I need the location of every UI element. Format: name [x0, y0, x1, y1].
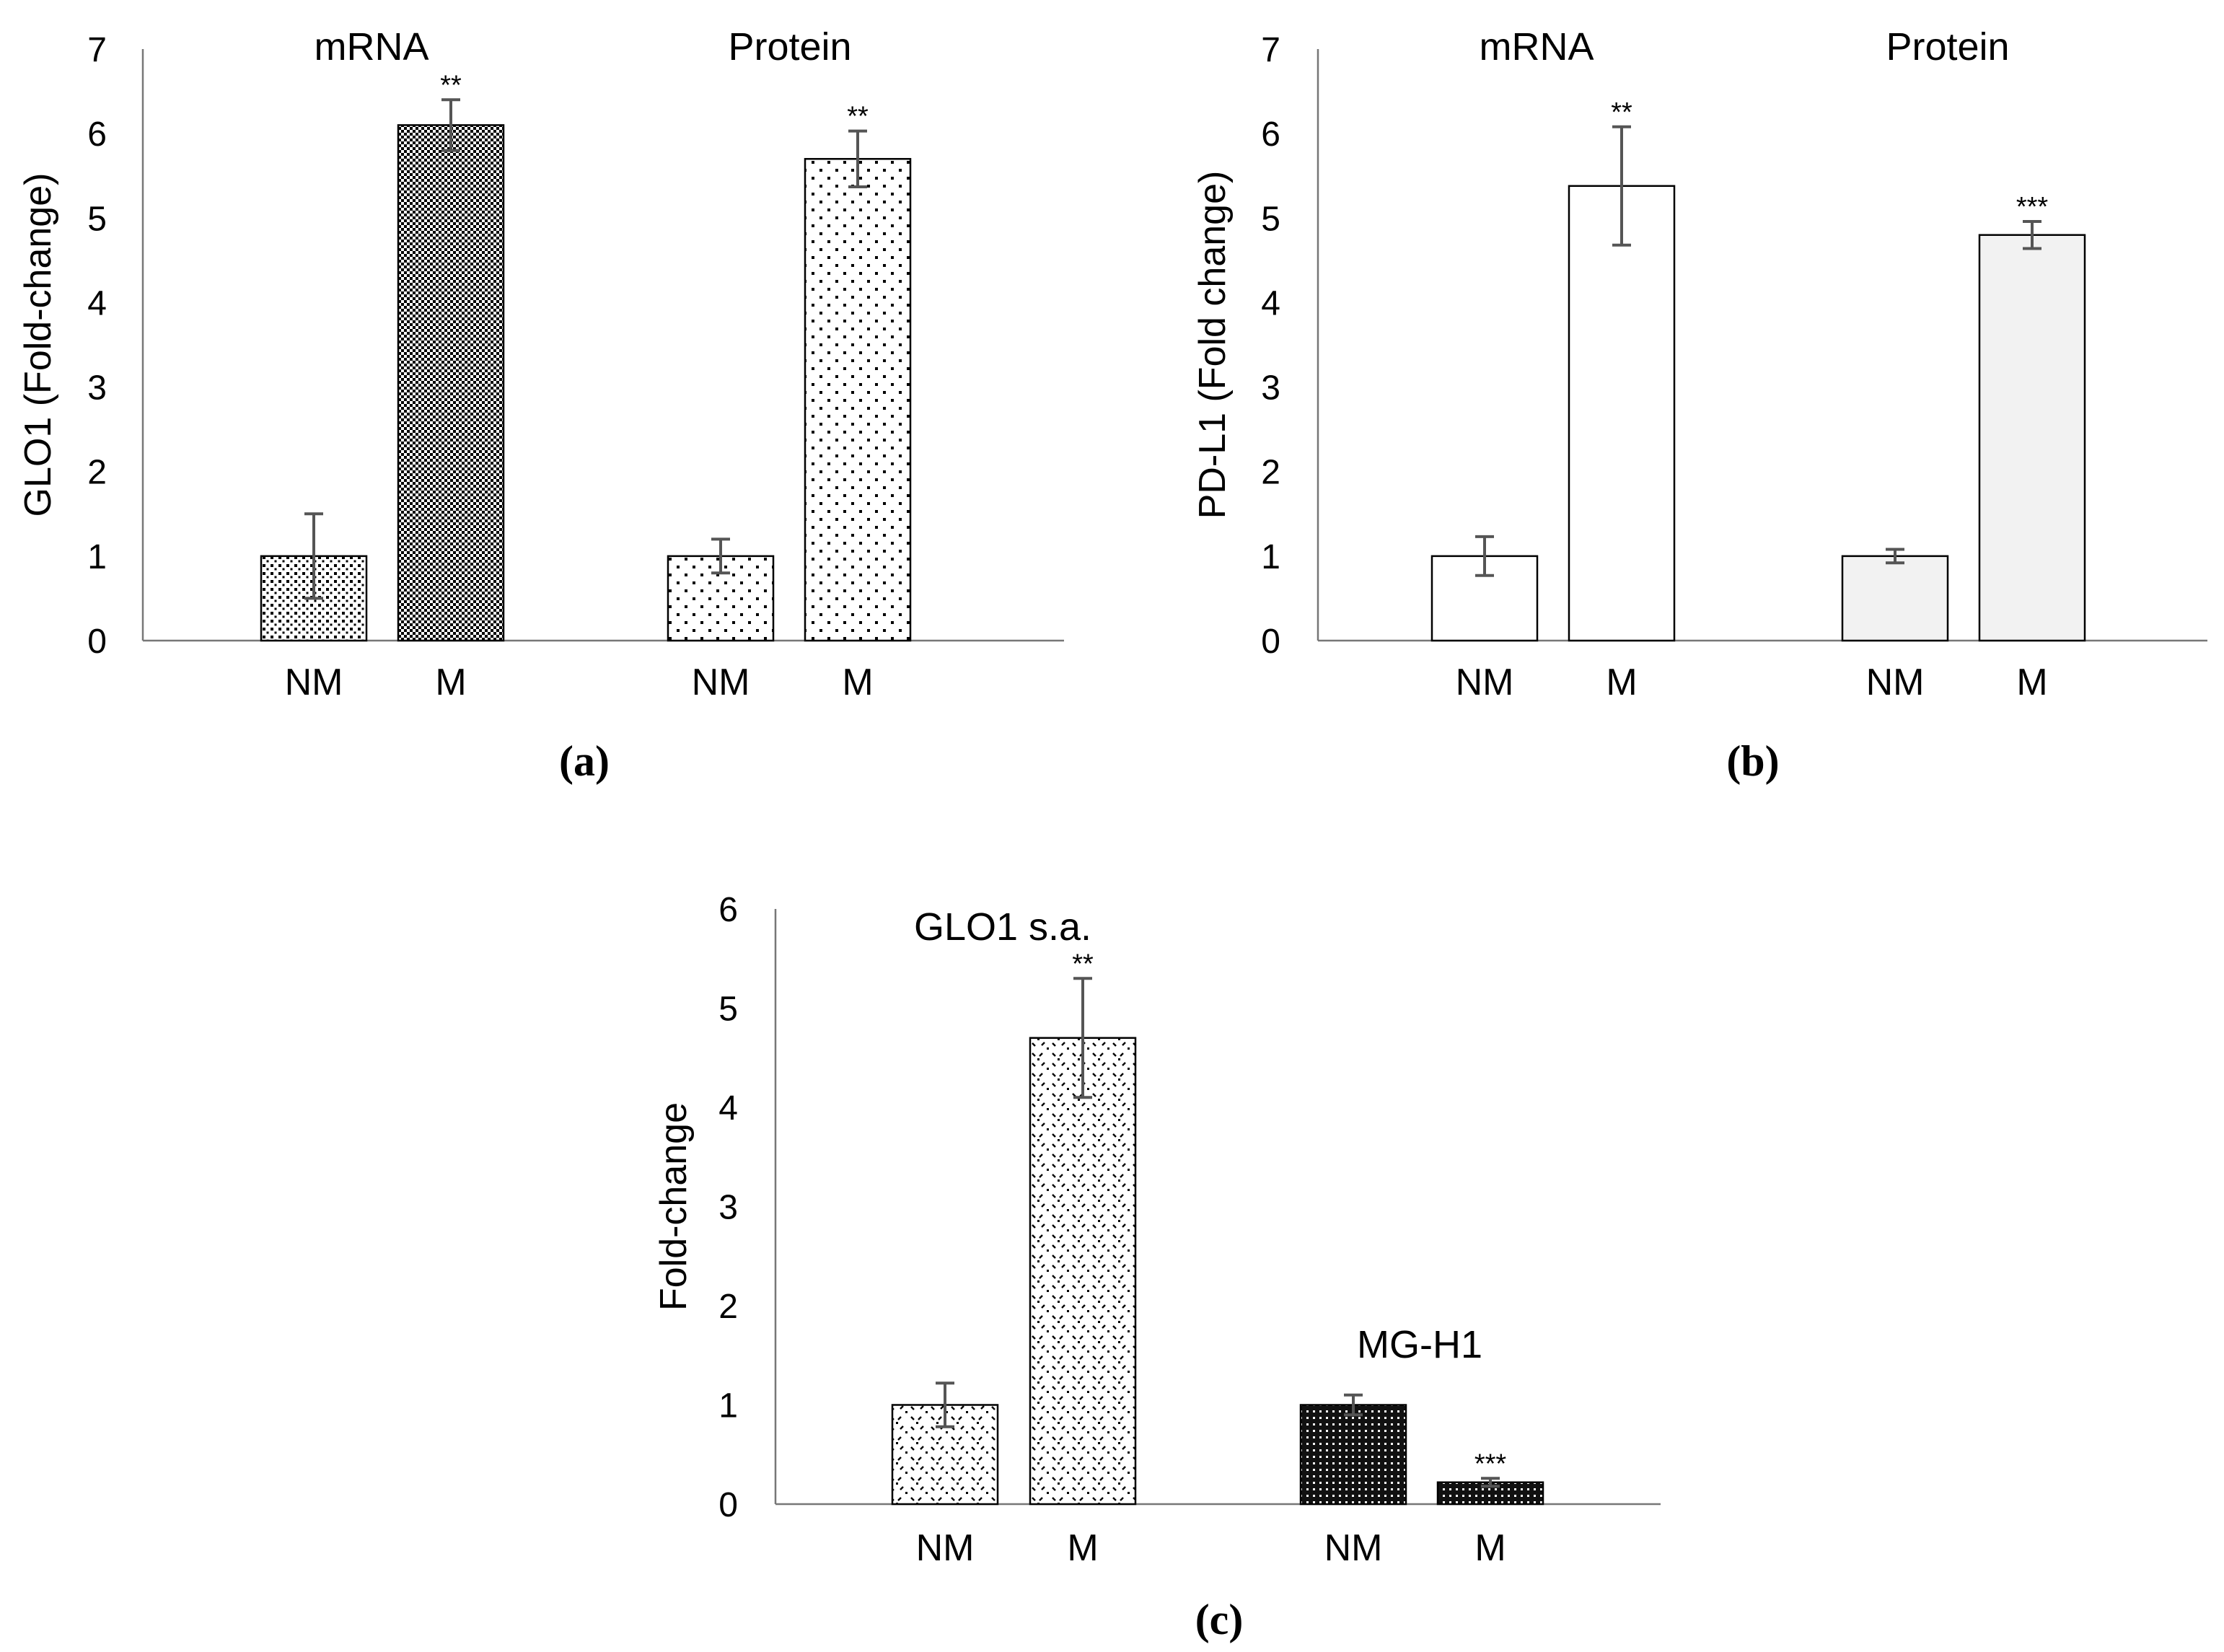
y-tick-label: 0	[1261, 623, 1280, 661]
y-tick-label: 1	[87, 538, 107, 576]
y-tick-label: 2	[87, 454, 107, 492]
y-tick-label: 5	[87, 200, 107, 238]
x-tick-label: M	[1606, 662, 1637, 703]
x-tick-label: NM	[1456, 662, 1514, 703]
significance-label: **	[1611, 97, 1632, 128]
x-tick-label: M	[842, 662, 873, 703]
y-axis-label: PD-L1 (Fold change)	[1192, 171, 1234, 519]
y-tick-label: 5	[718, 990, 738, 1029]
y-tick-label: 0	[718, 1486, 738, 1524]
y-tick-label: 0	[87, 623, 107, 661]
y-tick-label: 1	[1261, 538, 1280, 576]
y-tick-label: 6	[718, 891, 738, 929]
bar	[1568, 185, 1676, 642]
y-tick-label: 4	[87, 284, 107, 322]
x-tick-label: NM	[692, 662, 750, 703]
x-tick-label: M	[1474, 1527, 1506, 1569]
y-tick-label: 3	[718, 1189, 738, 1227]
y-tick-label: 6	[87, 115, 107, 154]
x-tick-label: M	[1067, 1527, 1098, 1569]
x-tick-label: M	[2016, 662, 2047, 703]
y-tick-label: 4	[718, 1089, 738, 1128]
group-label: MG-H1	[1357, 1323, 1482, 1366]
y-tick-label: 2	[718, 1288, 738, 1326]
y-tick-label: 2	[1261, 454, 1280, 492]
significance-label: **	[440, 70, 462, 100]
x-tick-label: NM	[1324, 1527, 1383, 1569]
bar	[804, 158, 912, 642]
y-tick-label: 7	[1261, 31, 1280, 69]
group-label: mRNA	[1480, 25, 1594, 69]
bar	[397, 124, 505, 642]
y-tick-label: 5	[1261, 200, 1280, 238]
group-label: GLO1 s.a.	[914, 905, 1091, 949]
bar	[1029, 1037, 1137, 1506]
y-tick-label: 3	[1261, 369, 1280, 408]
x-tick-label: M	[435, 662, 466, 703]
bar	[1841, 555, 1949, 642]
significance-label: **	[847, 102, 869, 132]
significance-label: **	[1072, 949, 1094, 979]
bar	[1978, 234, 2086, 642]
panel-label: (b)	[1726, 737, 1779, 785]
x-tick-label: NM	[916, 1527, 975, 1569]
y-tick-label: 7	[87, 31, 107, 69]
x-tick-label: NM	[1866, 662, 1925, 703]
group-label: Protein	[728, 25, 851, 69]
y-tick-label: 1	[718, 1387, 738, 1425]
y-tick-label: 3	[87, 369, 107, 408]
panel-label: (c)	[1195, 1596, 1244, 1643]
panel-label: (a)	[559, 737, 610, 785]
y-tick-label: 6	[1261, 115, 1280, 154]
panel-c: 0 1 2 3 4 5 6 Fold-change GLO1 s.a. NM ** M MG-H1 NM *…	[653, 891, 1661, 1643]
group-label: mRNA	[315, 25, 429, 69]
y-axis-label: Fold-change	[653, 1102, 695, 1311]
x-tick-label: NM	[285, 662, 343, 703]
y-tick-label: 4	[1261, 284, 1280, 322]
y-axis-label: GLO1 (Fold-change)	[17, 173, 59, 517]
bar	[1299, 1404, 1407, 1506]
bar	[1430, 555, 1539, 642]
significance-label: ***	[1474, 1449, 1507, 1479]
panel-b: 0 1 2 3 4 5 6 7 PD-L1 (Fold change) mRNA NM ** M Prot…	[1192, 25, 2207, 785]
significance-label: ***	[2016, 192, 2049, 222]
panel-a: 0 1 2 3 4 5 6 7 GLO1 (Fold-change) mRNA NM ** M Prote…	[17, 25, 1064, 785]
group-label: Protein	[1886, 25, 2009, 69]
